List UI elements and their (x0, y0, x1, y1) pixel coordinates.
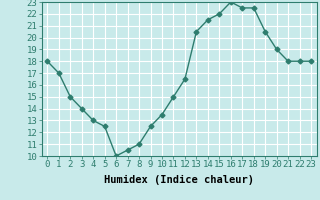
X-axis label: Humidex (Indice chaleur): Humidex (Indice chaleur) (104, 175, 254, 185)
